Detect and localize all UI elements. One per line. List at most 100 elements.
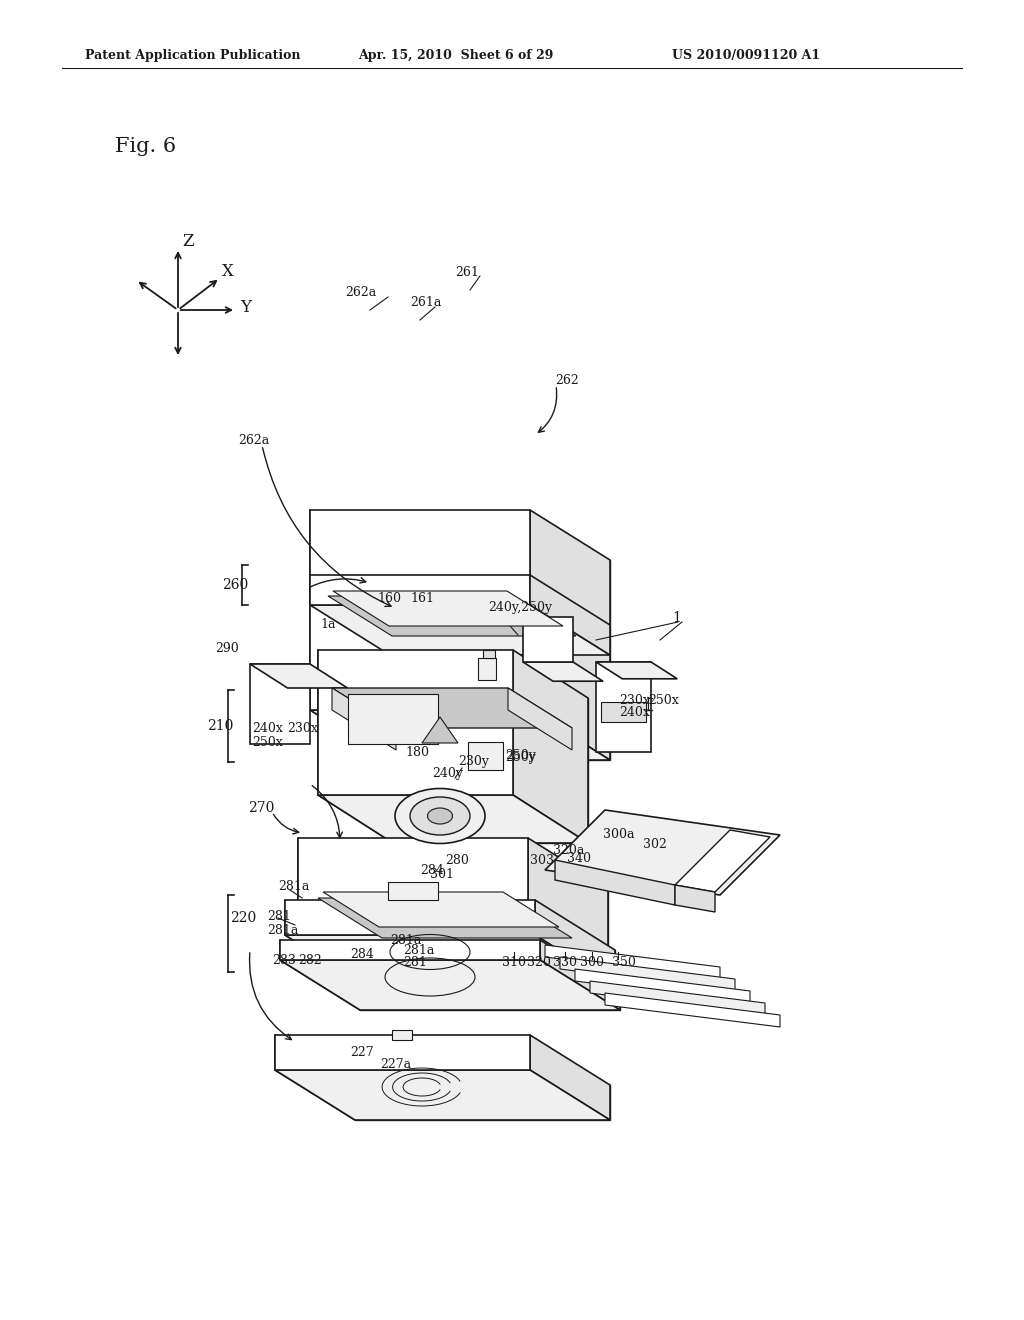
Bar bbox=[388, 882, 438, 900]
Polygon shape bbox=[528, 838, 608, 958]
Text: 310: 310 bbox=[502, 957, 526, 969]
Text: 283: 283 bbox=[272, 953, 296, 966]
Text: 250y: 250y bbox=[505, 750, 536, 763]
Polygon shape bbox=[378, 888, 608, 958]
Polygon shape bbox=[280, 960, 620, 1010]
Text: 261a: 261a bbox=[410, 297, 441, 309]
Text: 161: 161 bbox=[410, 591, 434, 605]
Ellipse shape bbox=[395, 788, 485, 843]
Polygon shape bbox=[275, 1035, 530, 1071]
Polygon shape bbox=[333, 591, 563, 626]
Text: Fig. 6: Fig. 6 bbox=[115, 137, 176, 157]
Bar bbox=[392, 1030, 412, 1040]
Text: Apr. 15, 2010  Sheet 6 of 29: Apr. 15, 2010 Sheet 6 of 29 bbox=[358, 49, 553, 62]
Text: 284: 284 bbox=[420, 865, 443, 878]
Polygon shape bbox=[250, 664, 347, 688]
Polygon shape bbox=[508, 688, 572, 750]
Text: 240x: 240x bbox=[618, 705, 650, 718]
Polygon shape bbox=[310, 605, 610, 655]
Text: X: X bbox=[222, 264, 233, 281]
Text: 230y: 230y bbox=[458, 755, 489, 768]
Polygon shape bbox=[275, 1071, 610, 1119]
Text: 261: 261 bbox=[455, 265, 479, 279]
Text: 180: 180 bbox=[406, 747, 429, 759]
Polygon shape bbox=[285, 935, 615, 985]
Polygon shape bbox=[590, 981, 765, 1015]
Text: 300a: 300a bbox=[603, 829, 635, 842]
Text: 240y: 240y bbox=[432, 767, 463, 780]
Polygon shape bbox=[596, 663, 677, 678]
Text: 250x: 250x bbox=[252, 735, 283, 748]
Polygon shape bbox=[332, 688, 396, 750]
Text: 340: 340 bbox=[567, 851, 591, 865]
Text: 281a: 281a bbox=[390, 933, 421, 946]
Text: 303: 303 bbox=[530, 854, 554, 866]
Text: 290: 290 bbox=[215, 642, 239, 655]
Polygon shape bbox=[675, 830, 770, 892]
Text: 301: 301 bbox=[430, 869, 454, 882]
Polygon shape bbox=[545, 810, 780, 895]
Polygon shape bbox=[675, 884, 715, 912]
Text: US 2010/0091120 A1: US 2010/0091120 A1 bbox=[672, 49, 820, 62]
Polygon shape bbox=[310, 510, 530, 710]
Bar bbox=[400, 595, 440, 620]
Polygon shape bbox=[540, 940, 620, 1010]
Polygon shape bbox=[513, 649, 588, 843]
Polygon shape bbox=[323, 892, 559, 927]
Text: 350: 350 bbox=[612, 957, 636, 969]
Polygon shape bbox=[530, 576, 610, 655]
Text: 160: 160 bbox=[377, 591, 401, 605]
Polygon shape bbox=[332, 688, 572, 729]
Polygon shape bbox=[318, 898, 572, 939]
Text: 262a: 262a bbox=[345, 286, 376, 300]
Text: 1: 1 bbox=[672, 611, 681, 624]
Polygon shape bbox=[298, 908, 608, 958]
Polygon shape bbox=[298, 838, 378, 958]
Polygon shape bbox=[530, 510, 610, 760]
Text: 280: 280 bbox=[445, 854, 469, 866]
Text: 227: 227 bbox=[350, 1045, 374, 1059]
Polygon shape bbox=[280, 940, 540, 960]
Text: Patent Application Publication: Patent Application Publication bbox=[85, 49, 300, 62]
Polygon shape bbox=[318, 649, 513, 795]
Polygon shape bbox=[310, 510, 390, 760]
Text: 250y: 250y bbox=[505, 751, 536, 763]
Polygon shape bbox=[422, 717, 458, 743]
Text: 284: 284 bbox=[350, 949, 374, 961]
Text: 302: 302 bbox=[643, 838, 667, 851]
Text: Y: Y bbox=[240, 300, 251, 317]
Polygon shape bbox=[393, 698, 588, 843]
Polygon shape bbox=[318, 795, 588, 843]
Text: 282: 282 bbox=[298, 953, 322, 966]
Polygon shape bbox=[285, 900, 365, 985]
Polygon shape bbox=[545, 945, 720, 979]
Text: 240y,250y: 240y,250y bbox=[488, 601, 552, 614]
Polygon shape bbox=[575, 969, 750, 1003]
Polygon shape bbox=[523, 663, 603, 681]
Text: 281a: 281a bbox=[278, 879, 309, 892]
Polygon shape bbox=[605, 993, 780, 1027]
Text: 240x: 240x bbox=[252, 722, 283, 734]
Polygon shape bbox=[390, 560, 610, 760]
Text: 300: 300 bbox=[580, 957, 604, 969]
Bar bbox=[483, 649, 495, 657]
Polygon shape bbox=[285, 900, 535, 935]
Bar bbox=[478, 657, 496, 680]
Ellipse shape bbox=[427, 808, 453, 824]
Text: 227a: 227a bbox=[380, 1059, 411, 1072]
Polygon shape bbox=[555, 861, 675, 906]
Polygon shape bbox=[275, 1035, 355, 1119]
Polygon shape bbox=[535, 900, 615, 985]
Polygon shape bbox=[560, 957, 735, 991]
Polygon shape bbox=[355, 1085, 610, 1119]
Polygon shape bbox=[601, 702, 646, 722]
Text: Z: Z bbox=[182, 234, 194, 251]
Text: 330: 330 bbox=[553, 957, 577, 969]
Polygon shape bbox=[360, 990, 620, 1010]
Polygon shape bbox=[523, 616, 573, 663]
Text: 281a: 281a bbox=[267, 924, 298, 936]
Text: 262: 262 bbox=[555, 374, 579, 387]
Polygon shape bbox=[250, 664, 310, 744]
Text: 220: 220 bbox=[230, 911, 256, 925]
Polygon shape bbox=[318, 649, 393, 843]
